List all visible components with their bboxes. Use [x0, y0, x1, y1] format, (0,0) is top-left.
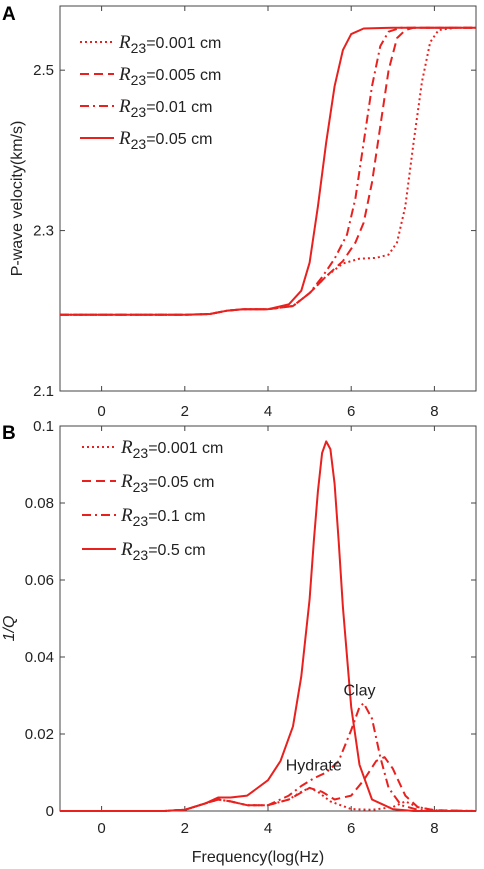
legend-entry: R23=0.001 cm [118, 32, 221, 56]
x-tick-label: 4 [264, 820, 272, 837]
x-tick-label: 0 [97, 820, 105, 837]
legend-entry: R23=0.05 cm [120, 471, 214, 495]
x-tick-label: 2 [181, 820, 189, 837]
legend-entry: R23=0.01 cm [118, 96, 212, 120]
y-tick-label: 0.04 [25, 649, 54, 666]
legend-subscript: 23 [133, 547, 149, 563]
legend-symbol: R [120, 437, 133, 458]
panel-b-y-axis-label: 1/Q [1, 616, 18, 642]
panel-b-series [60, 440, 477, 812]
series-line [60, 26, 476, 316]
panel-a-label: A [2, 4, 16, 25]
legend-symbol: R [120, 471, 133, 492]
annotation-hydrate: Hydrate [286, 757, 342, 774]
panel-b-x-axis-label: Frequency(log(Hz) [192, 849, 324, 866]
legend-subscript: 23 [133, 513, 149, 529]
panel-a-ticks: 0 2 4 6 8 2.1 2.3 2.5 [33, 6, 476, 420]
legend-subscript: 23 [131, 136, 147, 152]
legend-symbol: R [120, 505, 133, 526]
x-tick-label: 8 [430, 403, 438, 420]
x-tick-label: 6 [347, 820, 355, 837]
series-line [60, 756, 477, 812]
x-tick-label: 0 [97, 403, 105, 420]
panel-b-annotations: Clay Hydrate [286, 682, 376, 774]
x-tick-label: 8 [430, 820, 438, 837]
legend-value: =0.05 cm [146, 131, 212, 148]
y-tick-label: 0.06 [25, 572, 54, 589]
legend-subscript: 23 [131, 40, 147, 56]
y-tick-label: 0.02 [25, 726, 54, 743]
legend-symbol: R [120, 539, 133, 560]
legend-symbol: R [118, 64, 131, 85]
y-tick-label: 2.5 [33, 62, 54, 79]
legend-symbol: R [118, 128, 131, 149]
legend-value: =0.001 cm [146, 35, 221, 52]
y-tick-label: 0.1 [33, 418, 54, 435]
x-tick-label: 2 [181, 403, 189, 420]
legend-entry: R23=0.005 cm [118, 64, 221, 88]
legend-subscript: 23 [133, 445, 149, 461]
x-tick-label: 4 [264, 403, 272, 420]
panel-b-ticks: 0 2 4 6 8 0 0.02 0.04 0.06 0.08 0.1 [25, 418, 476, 837]
panel-b-attenuation-chart: B 0 2 4 6 800.020.040.060.080.1 R23=0.001 cm… [1, 418, 477, 866]
legend-subscript: 23 [133, 479, 149, 495]
legend-entry: R23=0.05 cm [118, 128, 212, 152]
series-line [60, 26, 476, 316]
legend-value: =0.005 cm [146, 67, 221, 84]
series-line [60, 786, 477, 812]
legend-value: =0.5 cm [148, 542, 205, 559]
legend-symbol: R [118, 96, 131, 117]
y-tick-label: 0 [46, 803, 54, 820]
x-tick-label: 6 [347, 403, 355, 420]
legend-subscript: 23 [131, 104, 147, 120]
legend-value: =0.001 cm [148, 440, 223, 457]
y-tick-label: 2.1 [33, 383, 54, 400]
legend-value: =0.1 cm [148, 508, 205, 525]
annotation-clay: Clay [344, 682, 376, 699]
legend-value: =0.05 cm [148, 474, 214, 491]
panel-a-y-axis-label: P-wave velocity(km/s) [9, 121, 26, 277]
legend-value: =0.01 cm [146, 99, 212, 116]
legend-entry: R23=0.5 cm [120, 539, 206, 563]
panel-b-label: B [2, 423, 16, 444]
y-tick-label: 2.3 [33, 223, 54, 240]
legend-entry: R23=0.001 cm [120, 437, 223, 461]
y-tick-label: 0.08 [25, 495, 54, 512]
series-line [60, 702, 476, 812]
panel-a-series [60, 26, 476, 316]
legend-symbol: R [118, 32, 131, 53]
legend-subscript: 23 [131, 72, 147, 88]
legend-entry: R23=0.1 cm [120, 505, 206, 529]
series-line [60, 440, 476, 812]
